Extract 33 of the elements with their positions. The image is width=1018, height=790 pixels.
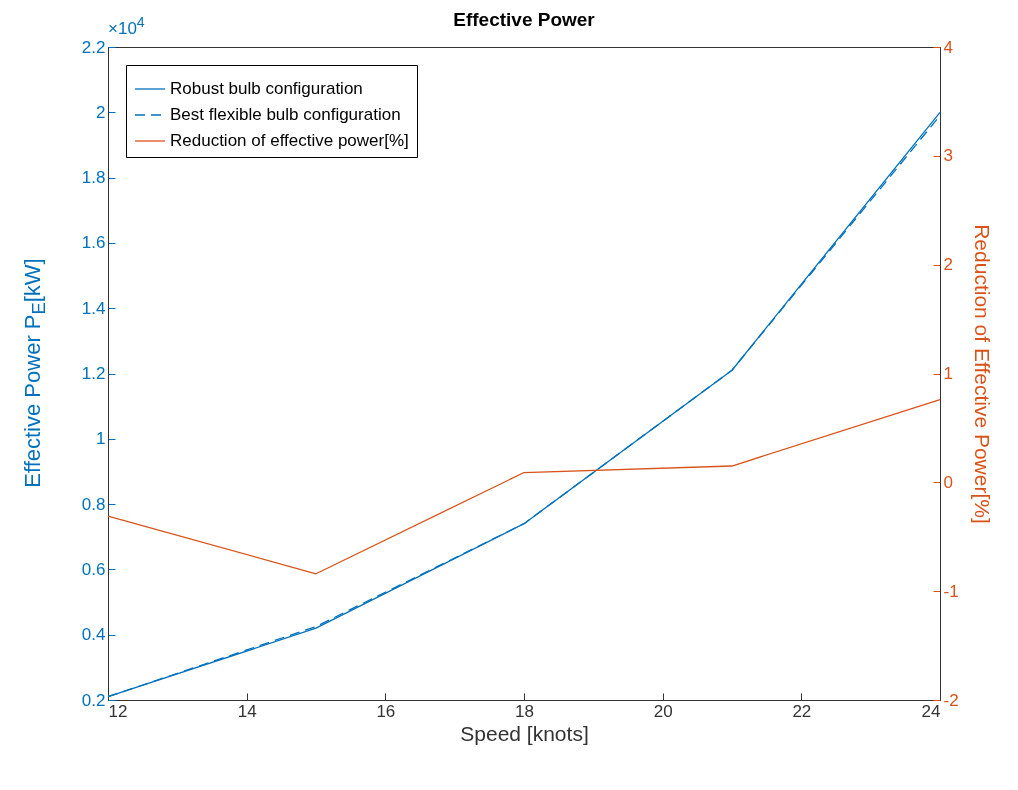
y2-axis-title: Reduction of Effective Power[%] bbox=[970, 224, 994, 524]
x-tick-label: 18 bbox=[515, 701, 534, 721]
y-tick-label: 0.6 bbox=[81, 559, 106, 579]
y2-tick-label: 0 bbox=[943, 472, 953, 492]
x-tick-label: 20 bbox=[653, 701, 673, 721]
y-tick-label: 1.2 bbox=[81, 364, 106, 383]
y-tick-label: 0.8 bbox=[81, 494, 106, 514]
y-tick-label: 0.2 bbox=[81, 690, 106, 710]
y2-tick-label: 4 bbox=[943, 37, 953, 57]
legend-label: Best flexible bulb configuration bbox=[170, 105, 401, 124]
x-tick-label: 12 bbox=[108, 701, 128, 721]
y-tick-label: 1.6 bbox=[81, 233, 106, 253]
x-tick-label: 24 bbox=[921, 701, 941, 721]
y2-tick-label: -1 bbox=[943, 581, 959, 601]
y2-tick-label: 3 bbox=[943, 146, 953, 166]
legend-label: Robust bulb configuration bbox=[170, 79, 363, 98]
legend-label: Reduction of effective power[%] bbox=[170, 131, 409, 150]
y2-tick-label: -2 bbox=[943, 690, 959, 710]
y-tick-label: 1.8 bbox=[81, 168, 106, 188]
x-tick-label: 22 bbox=[792, 701, 812, 721]
text: ×10$^{4}$ bbox=[108, 14, 145, 39]
y-tick-label: 0.4 bbox=[81, 625, 106, 645]
y-tick-label: 2.2 bbox=[81, 37, 106, 57]
line-series bbox=[107, 398, 941, 575]
y2-tick-label: 1 bbox=[943, 364, 953, 383]
y-tick-label: 2 bbox=[96, 102, 106, 122]
y2-tick-label: 2 bbox=[943, 255, 953, 275]
x-axis-title: Speed [knots] bbox=[460, 721, 589, 745]
chart-title: Effective Power bbox=[453, 9, 596, 30]
y-tick-label: 1 bbox=[96, 429, 106, 449]
x-tick-label: 16 bbox=[376, 701, 396, 721]
x-tick-label: 14 bbox=[237, 701, 257, 721]
y-tick-label: 1.4 bbox=[81, 298, 106, 318]
